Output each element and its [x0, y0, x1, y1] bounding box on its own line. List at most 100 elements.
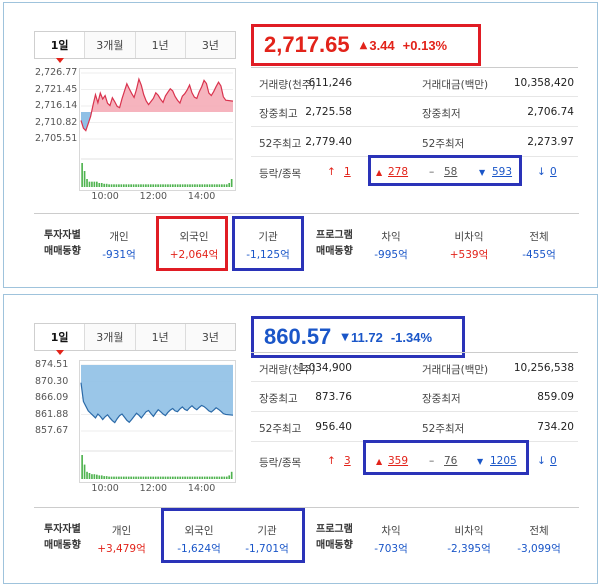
y-tick-label: 2,716.14 — [35, 100, 78, 111]
program-label: 차익 — [381, 525, 401, 537]
volume-bar — [135, 184, 137, 187]
up-arrow-icon: ▲ — [359, 39, 368, 51]
intraday-chart[interactable]: 2,726.77 2,721.45 2,716.14 2,710.82 2,70… — [4, 61, 244, 203]
volume-bar — [154, 476, 157, 479]
investor-header-line2: 매매동향 — [44, 246, 81, 257]
flat-count[interactable]: 76 — [444, 455, 458, 467]
lower-limit-icon: ↓ — [537, 166, 546, 178]
volume-bar — [103, 183, 106, 187]
stats-row: 52주최고 2,779.40 52주최저 2,273.97 — [251, 127, 578, 157]
volume-bar — [191, 476, 194, 479]
volume-bar — [221, 476, 223, 479]
y-tick-label: 2,721.45 — [35, 83, 78, 95]
chart-plot-area — [79, 68, 236, 191]
highlight-box — [363, 440, 529, 475]
investor-label: 외국인 — [179, 231, 209, 243]
advance-decline-row: 등락/종목 ↑ 1 ▲ 278 – 58 ▼ 593 ↓ 0 — [251, 158, 578, 188]
fall-count[interactable]: 1205 — [490, 455, 517, 467]
stat-value: 1,034,900 — [298, 362, 352, 374]
flat-icon: – — [429, 166, 435, 178]
program-value: -2,395억 — [447, 543, 491, 555]
volume-bar — [230, 179, 233, 187]
volume-bar — [174, 184, 177, 187]
upper-limit-count[interactable]: 3 — [344, 455, 351, 467]
tab-3years[interactable]: 3년 — [184, 32, 235, 58]
volume-bar — [225, 184, 228, 187]
flat-icon: – — [429, 455, 435, 467]
volume-bar — [198, 184, 201, 187]
price-line — [80, 382, 234, 424]
lower-limit-count[interactable]: 0 — [550, 455, 557, 467]
stat-label: 장중최저 — [422, 108, 461, 120]
upper-limit-icon: ↑ — [327, 455, 336, 467]
tab-1year[interactable]: 1년 — [134, 32, 185, 58]
volume-bar — [145, 476, 147, 479]
upper-limit-icon: ↑ — [327, 166, 336, 178]
volume-bar — [181, 184, 184, 187]
intraday-chart[interactable]: 874.51 870.30 866.09 861.88 857.67 10:00… — [4, 353, 244, 495]
volume-bar — [159, 184, 162, 187]
program-label: 전체 — [529, 525, 549, 537]
y-tick-label: 857.67 — [35, 425, 69, 436]
period-tabs: 1일 3개월 1년 3년 — [34, 31, 236, 63]
volume-bar — [83, 464, 86, 479]
tab-1year[interactable]: 1년 — [134, 324, 185, 350]
advance-decline-label: 등락/종목 — [259, 168, 302, 180]
volume-bar — [91, 474, 93, 479]
volume-bar — [81, 455, 83, 479]
volume-bar — [157, 476, 159, 479]
rise-count[interactable]: 278 — [388, 166, 409, 178]
volume-bar — [113, 184, 115, 187]
investor-institution: 기관 -1,125억 — [234, 214, 302, 274]
volume-bar — [115, 184, 118, 187]
volume-bar — [118, 184, 120, 187]
volume-bar — [130, 476, 132, 479]
rise-icon: ▲ — [376, 168, 383, 177]
fall-icon: ▼ — [477, 457, 484, 466]
tab-3months[interactable]: 3개월 — [84, 324, 134, 350]
program-value: -995억 — [374, 249, 408, 261]
volume-bar — [98, 475, 101, 479]
volume-bar — [211, 184, 213, 187]
x-tick-label: 12:00 — [139, 191, 168, 202]
volume-bar — [225, 476, 228, 479]
volume-bar — [98, 183, 101, 187]
volume-bar — [135, 476, 137, 479]
flat-count[interactable]: 58 — [444, 166, 458, 178]
volume-bar — [113, 476, 115, 479]
advance-decline-row: 등락/종목 ↑ 3 ▲ 359 – 76 ▼ 1205 ↓ 0 — [251, 447, 578, 477]
volume-bar — [179, 184, 182, 187]
tab-1day[interactable]: 1일 — [35, 32, 85, 63]
price-line — [80, 77, 234, 132]
volume-bar — [122, 476, 125, 479]
tab-1day[interactable]: 1일 — [35, 324, 85, 355]
investor-label: 개인 — [109, 231, 129, 243]
program-header-line1: 프로그램 — [316, 230, 353, 241]
fall-count[interactable]: 593 — [492, 166, 513, 178]
tab-3years[interactable]: 3년 — [184, 324, 235, 350]
tab-3months[interactable]: 3개월 — [84, 32, 134, 58]
volume-bar — [91, 181, 93, 187]
volume-bar — [105, 476, 108, 479]
volume-bar — [147, 184, 150, 187]
stat-value: 10,256,538 — [513, 362, 574, 374]
program-label: 비차익 — [454, 231, 484, 243]
volume-bar — [159, 476, 162, 479]
program-arbitrage: 차익 -995억 — [361, 214, 421, 274]
volume-bar — [157, 184, 159, 187]
index-panel-kosdaq: 1일 3개월 1년 3년 874.51 870.30 866.09 861.88… — [3, 294, 598, 584]
index-change: 3.44 — [369, 37, 395, 53]
lower-limit-count[interactable]: 0 — [550, 166, 557, 178]
index-change: 11.72 — [351, 329, 383, 345]
volume-bar — [127, 476, 130, 479]
volume-bar — [203, 476, 206, 479]
stats-row: 거래량(천주) 1,034,900 거래대금(백만) 10,256,538 — [251, 352, 578, 382]
volume-bar — [162, 476, 164, 479]
program-arbitrage: 차익 -703억 — [361, 508, 421, 568]
stats-row: 장중최고 873.76 장중최저 859.09 — [251, 382, 578, 412]
upper-limit-count[interactable]: 1 — [344, 166, 351, 178]
rise-count[interactable]: 359 — [388, 455, 409, 467]
volume-bar — [132, 184, 135, 187]
stat-label: 장중최고 — [259, 108, 298, 120]
volume-bar — [127, 184, 130, 187]
